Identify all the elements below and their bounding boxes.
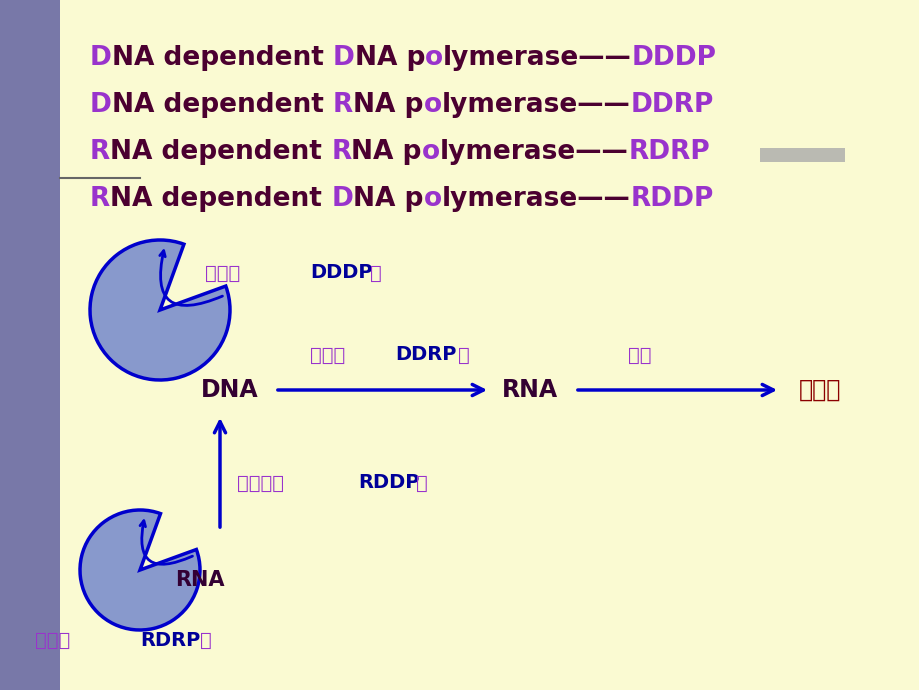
Text: DDRP: DDRP — [394, 346, 456, 364]
Bar — [759, 148, 844, 162]
Text: RNA: RNA — [502, 378, 558, 402]
Text: RDRP: RDRP — [140, 631, 200, 649]
Text: R: R — [90, 139, 110, 165]
Text: NA dependent: NA dependent — [112, 45, 333, 71]
Text: DDRP: DDRP — [630, 92, 713, 118]
Text: D: D — [90, 45, 112, 71]
Bar — [0, 0, 60, 690]
Text: 翻译: 翻译 — [628, 346, 651, 364]
Text: RDDP: RDDP — [630, 186, 713, 212]
Text: NA p: NA p — [355, 45, 425, 71]
Text: NA p: NA p — [351, 139, 422, 165]
Text: lymerase——: lymerase—— — [441, 186, 630, 212]
Text: lymerase——: lymerase—— — [441, 92, 630, 118]
Text: D: D — [90, 92, 112, 118]
Text: DDDP: DDDP — [310, 264, 372, 282]
Text: DDDP: DDDP — [631, 45, 716, 71]
Text: RDDP: RDDP — [357, 473, 419, 493]
Text: ）: ） — [369, 264, 381, 282]
Text: D: D — [333, 45, 355, 71]
Text: NA dependent: NA dependent — [110, 139, 331, 165]
Text: NA p: NA p — [353, 92, 423, 118]
Text: o: o — [423, 92, 441, 118]
Text: NA dependent: NA dependent — [112, 92, 333, 118]
Text: o: o — [425, 45, 443, 71]
Text: lymerase——: lymerase—— — [443, 45, 631, 71]
Wedge shape — [80, 510, 199, 630]
Text: D: D — [331, 186, 353, 212]
Text: RNA: RNA — [175, 570, 224, 590]
Text: 复制（: 复制（ — [205, 264, 240, 282]
Text: ）: ） — [458, 346, 470, 364]
Text: ）: ） — [415, 473, 427, 493]
Text: R: R — [331, 139, 351, 165]
Text: 转录（: 转录（ — [310, 346, 345, 364]
Text: R: R — [90, 186, 110, 212]
Text: NA p: NA p — [353, 186, 423, 212]
Text: ）: ） — [199, 631, 211, 649]
Text: o: o — [422, 139, 439, 165]
Text: 蛋白质: 蛋白质 — [798, 378, 840, 402]
Text: R: R — [333, 92, 353, 118]
Text: 反转录（: 反转录（ — [237, 473, 284, 493]
Text: 复制（: 复制（ — [35, 631, 70, 649]
Text: o: o — [423, 186, 441, 212]
Text: NA dependent: NA dependent — [110, 186, 331, 212]
Text: RDRP: RDRP — [628, 139, 709, 165]
Text: lymerase——: lymerase—— — [439, 139, 628, 165]
Text: DNA: DNA — [201, 378, 258, 402]
Wedge shape — [90, 240, 230, 380]
